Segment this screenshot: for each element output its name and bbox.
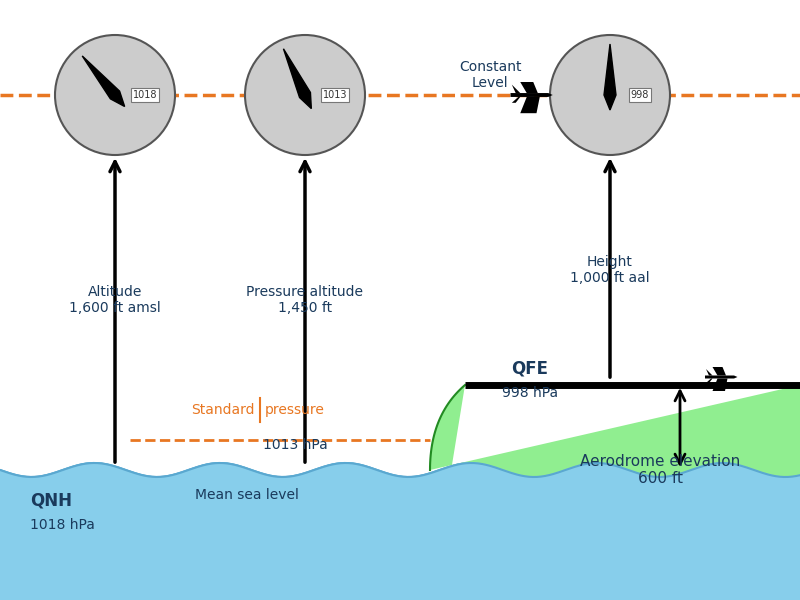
Polygon shape: [705, 376, 738, 379]
Text: Standard: Standard: [191, 403, 255, 417]
Polygon shape: [706, 379, 713, 383]
Polygon shape: [283, 49, 311, 109]
Polygon shape: [713, 379, 727, 391]
Text: 998 hPa: 998 hPa: [502, 386, 558, 400]
Polygon shape: [520, 82, 538, 93]
Text: Aerodrome elevation
600 ft: Aerodrome elevation 600 ft: [580, 454, 740, 486]
Text: Altitude
1,600 ft amsl: Altitude 1,600 ft amsl: [69, 285, 161, 315]
Text: 1018 hPa: 1018 hPa: [30, 518, 95, 532]
Circle shape: [55, 35, 175, 155]
Polygon shape: [82, 56, 125, 106]
Polygon shape: [713, 367, 726, 376]
Text: Mean sea level: Mean sea level: [195, 488, 299, 502]
Polygon shape: [604, 44, 616, 110]
Text: 1013 hPa: 1013 hPa: [262, 438, 327, 452]
Circle shape: [245, 35, 365, 155]
Polygon shape: [520, 97, 540, 113]
Text: 1013: 1013: [322, 90, 347, 100]
Text: Pressure altitude
1,450 ft: Pressure altitude 1,450 ft: [246, 285, 363, 315]
Polygon shape: [706, 369, 713, 376]
Text: 1018: 1018: [133, 90, 158, 100]
Polygon shape: [510, 93, 553, 97]
Circle shape: [550, 35, 670, 155]
Polygon shape: [512, 97, 520, 103]
Text: QFE: QFE: [511, 359, 549, 377]
Text: Height
1,000 ft aal: Height 1,000 ft aal: [570, 255, 650, 285]
Text: Constant
Level: Constant Level: [458, 60, 522, 90]
Polygon shape: [430, 385, 800, 600]
Text: pressure: pressure: [265, 403, 325, 417]
Text: QNH: QNH: [30, 491, 72, 509]
Text: 998: 998: [631, 90, 649, 100]
Polygon shape: [512, 85, 520, 93]
